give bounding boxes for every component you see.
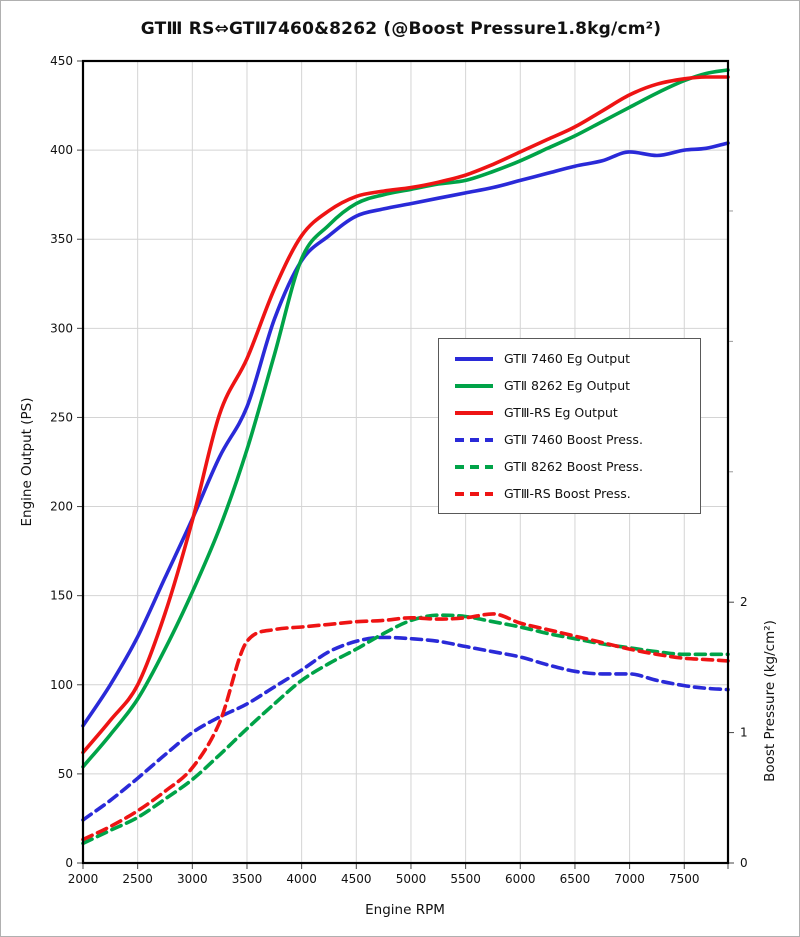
x-tick-label: 5500: [450, 872, 481, 886]
x-tick-label: 7500: [669, 872, 700, 886]
y-left-tick-label: 200: [50, 500, 73, 514]
legend-line-sample-solid-green: [455, 383, 493, 388]
y-left-tick-label: 400: [50, 143, 73, 157]
plot-frame: [81, 59, 730, 865]
legend-label: GTⅡ 7460 Boost Press.: [504, 432, 643, 447]
legend-label: GTⅡ 8262 Boost Press.: [504, 459, 643, 474]
y-right-tick-label: 0: [740, 856, 748, 870]
x-tick-label: 4000: [286, 872, 317, 886]
chart-title: GTⅢ RS⇔GTⅡ7460&8262 (@Boost Pressure1.8k…: [140, 19, 662, 39]
y-axis-title-right: Boost Pressure (kg/cm²): [762, 620, 778, 782]
x-tick-label: 5000: [396, 872, 427, 886]
legend-row: GTⅡ 7460 Boost Press.: [455, 426, 700, 453]
legend-label: GTⅢ-RS Boost Press.: [504, 486, 631, 501]
x-tick-label: 7000: [614, 872, 645, 886]
legend-line-sample-dashed-blue: [455, 437, 493, 442]
x-tick-label: 2500: [122, 872, 153, 886]
y-left-tick-label: 350: [50, 232, 73, 246]
legend-row: GTⅢ-RS Boost Press.: [455, 480, 700, 507]
legend-row: GTⅡ 8262 Eg Output: [455, 372, 700, 399]
legend-line-sample-dashed-green: [455, 464, 493, 469]
x-tick-label: 6500: [560, 872, 591, 886]
y-right-tick-label: 2: [740, 595, 748, 609]
legend-line-sample-solid-red: [455, 410, 493, 415]
x-axis-title: Engine RPM: [365, 902, 445, 918]
series-curve-5: [81, 612, 730, 842]
chart-legend: GTⅡ 7460 Eg Output GTⅡ 8262 Eg Output GT…: [438, 338, 701, 514]
legend-line-sample-dashed-red: [455, 491, 493, 496]
y-left-tick-label: 450: [50, 54, 73, 68]
y-left-tick-label: 250: [50, 410, 73, 424]
x-tick-label: 4500: [341, 872, 372, 886]
x-tick-label: 2000: [68, 872, 99, 886]
series-curve-1: [81, 68, 730, 769]
series-curve-3: [81, 635, 730, 822]
legend-label: GTⅢ-RS Eg Output: [504, 405, 618, 420]
series-curve-4: [81, 613, 730, 846]
y-left-tick-label: 100: [50, 678, 73, 692]
x-tick-label: 3500: [232, 872, 263, 886]
legend-label: GTⅡ 8262 Eg Output: [504, 378, 631, 393]
y-left-tick-label: 150: [50, 589, 73, 603]
legend-row: GTⅢ-RS Eg Output: [455, 399, 700, 426]
y-left-tick-label: 0: [65, 856, 73, 870]
series-curve-2: [81, 75, 730, 755]
legend-line-sample-solid-blue: [455, 356, 493, 361]
x-tick-label: 6000: [505, 872, 536, 886]
y-left-tick-label: 50: [58, 767, 73, 781]
y-right-tick-label: 1: [740, 726, 748, 740]
y-left-tick-label: 300: [50, 321, 73, 335]
legend-row: GTⅡ 8262 Boost Press.: [455, 453, 700, 480]
legend-row: GTⅡ 7460 Eg Output: [455, 345, 700, 372]
x-tick-label: 3000: [177, 872, 208, 886]
legend-label: GTⅡ 7460 Eg Output: [504, 351, 631, 366]
y-axis-title-left: Engine Output (PS): [19, 398, 35, 527]
